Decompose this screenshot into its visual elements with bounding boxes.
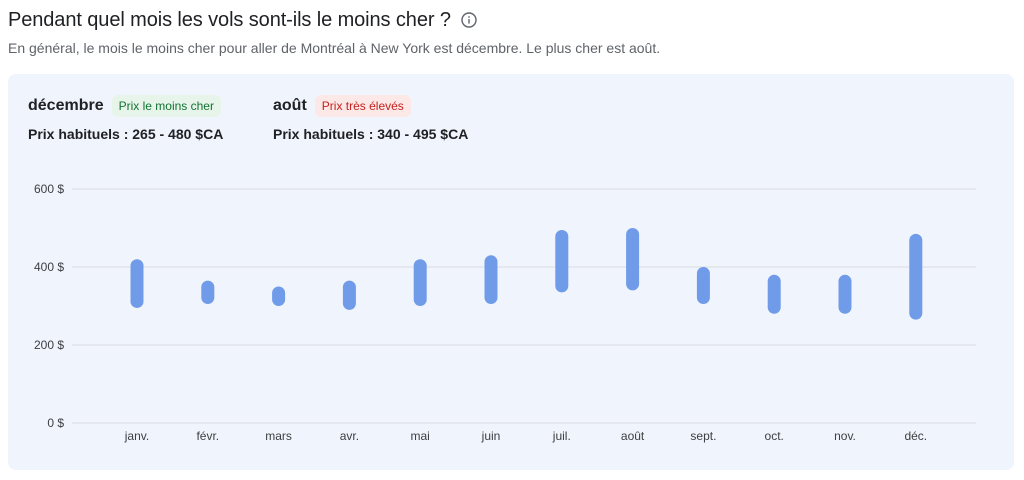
cheapest-badge: Prix le moins cher bbox=[111, 95, 221, 117]
cheapest-usual-prices: Prix habituels : 265 - 480 $CA bbox=[28, 126, 224, 142]
x-tick-label: mai bbox=[411, 429, 430, 443]
expensive-usual-prices: Prix habituels : 340 - 495 $CA bbox=[273, 126, 469, 142]
price-range-bar[interactable] bbox=[130, 259, 144, 308]
price-range-bar[interactable] bbox=[413, 259, 427, 306]
x-tick-label: févr. bbox=[196, 429, 219, 443]
x-tick-label: juil. bbox=[552, 429, 571, 443]
price-range-bar[interactable] bbox=[838, 274, 852, 314]
price-range-bar[interactable] bbox=[342, 280, 356, 310]
title-row: Pendant quel mois les vols sont-ils le m… bbox=[8, 6, 477, 34]
expensive-month-summary: août Prix très élevés Prix habituels : 3… bbox=[273, 94, 468, 142]
x-tick-label: sept. bbox=[690, 429, 716, 443]
cheapest-month-summary: décembre Prix le moins cher Prix habitue… bbox=[28, 94, 223, 142]
y-tick-label: 600 $ bbox=[34, 182, 64, 196]
y-tick-label: 400 $ bbox=[34, 260, 64, 274]
page-title: Pendant quel mois les vols sont-ils le m… bbox=[8, 8, 451, 31]
x-tick-label: août bbox=[621, 429, 645, 443]
page-subtitle: En général, le mois le moins cher pour a… bbox=[8, 40, 661, 56]
x-tick-label: nov. bbox=[834, 429, 856, 443]
price-range-bar[interactable] bbox=[696, 267, 710, 305]
price-range-bar[interactable] bbox=[626, 228, 640, 291]
x-tick-label: avr. bbox=[340, 429, 359, 443]
price-chart-card: décembre Prix le moins cher Prix habitue… bbox=[8, 74, 1014, 470]
x-tick-label: oct. bbox=[765, 429, 784, 443]
cheapest-month-name: décembre bbox=[28, 97, 104, 114]
price-range-bar[interactable] bbox=[555, 229, 569, 293]
y-tick-label: 200 $ bbox=[34, 338, 64, 352]
x-tick-label: janv. bbox=[124, 429, 149, 443]
y-tick-label: 0 $ bbox=[47, 416, 64, 430]
price-range-bar[interactable] bbox=[484, 255, 498, 305]
expensive-month-name: août bbox=[273, 97, 307, 114]
x-tick-label: mars bbox=[265, 429, 292, 443]
x-tick-label: juin bbox=[481, 429, 501, 443]
price-range-bar[interactable] bbox=[272, 286, 286, 307]
price-range-bar[interactable] bbox=[909, 233, 923, 320]
price-range-bar[interactable] bbox=[767, 274, 781, 314]
info-icon[interactable] bbox=[461, 12, 477, 28]
x-tick-label: déc. bbox=[904, 429, 927, 443]
expensive-badge: Prix très élevés bbox=[314, 95, 411, 117]
monthly-price-chart: 0 $ 200 $ 400 $ 600 $ janv. févr. mars avr. mai j… bbox=[34, 182, 976, 443]
price-range-bar[interactable] bbox=[201, 280, 215, 305]
